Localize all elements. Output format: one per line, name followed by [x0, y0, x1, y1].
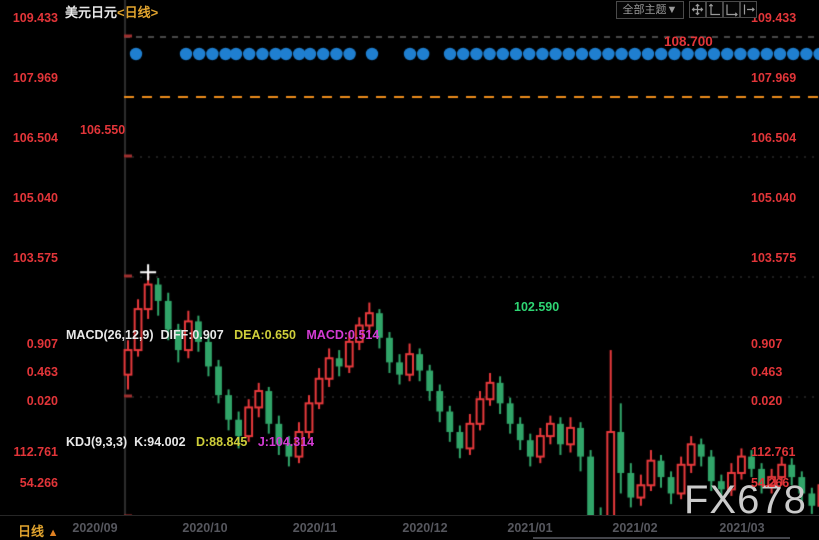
last-price-label: 108.700	[664, 34, 713, 49]
macd-y-label-right: 0.020	[751, 394, 783, 408]
macd-y-label-left: 0.020	[26, 394, 58, 408]
kdj-d-value: D:88.845	[195, 435, 248, 449]
pan-right-icon[interactable]	[740, 1, 757, 18]
kdj-k-value: K:94.002	[134, 435, 186, 449]
x-axis-date: 2020/11	[292, 521, 338, 535]
kdj-j-value: J:104.314	[257, 435, 315, 449]
x-axis-date: 2021/02	[612, 521, 658, 535]
main-y-label-left: 103.575	[12, 251, 58, 265]
x-axis-date: 2020/10	[182, 521, 228, 535]
macd-y-label-left: 0.463	[26, 365, 58, 379]
symbol-name: 美元日元	[65, 5, 118, 20]
macd-diff-value: DIFF:0.907	[160, 328, 224, 342]
main-y-label-left: 109.433	[12, 11, 58, 25]
x-axis-date: 2020/12	[402, 521, 448, 535]
main-y-label-left: 106.504	[12, 131, 58, 145]
kdj-y-label-right: 54.266	[751, 476, 790, 490]
macd-indicator-row: MACD(26,12,9) DIFF:0.907 DEA:0.650 MACD:…	[66, 328, 379, 342]
period-selector[interactable]: 日线 ▲	[18, 521, 59, 540]
main-y-label-right: 106.504	[751, 131, 797, 145]
main-y-label-right: 107.969	[751, 71, 797, 85]
move-tool-icon[interactable]	[689, 1, 706, 18]
kdj-y-label-left: 54.266	[19, 476, 58, 490]
period-selector-label: 日线	[18, 524, 45, 539]
marked-high-label: 106.550	[80, 123, 126, 137]
main-y-label-right: 105.040	[751, 191, 797, 205]
triangle-up-icon: ▲	[47, 527, 59, 539]
fx678-watermark: FX678	[684, 478, 807, 522]
marked-low-label: 102.590	[514, 300, 560, 314]
kdj-y-label-left: 112.761	[13, 445, 59, 459]
macd-y-label-right: 0.907	[751, 337, 783, 351]
kdj-name-label: KDJ(9,3,3)	[66, 435, 128, 449]
main-y-label-left: 105.040	[12, 191, 58, 205]
chart-title: 美元日元<日线>	[65, 2, 158, 21]
macd-y-label-right: 0.463	[751, 365, 783, 379]
main-y-label-left: 107.969	[12, 71, 58, 85]
x-axis-date: 2021/01	[507, 521, 553, 535]
scale-vertical-icon[interactable]	[706, 1, 723, 18]
macd-y-label-left: 0.907	[26, 337, 58, 351]
period-name: <日线>	[117, 5, 159, 20]
horizontal-scrollbar[interactable]	[533, 537, 790, 539]
kdj-indicator-row: KDJ(9,3,3) K:94.002 D:88.845 J:104.314	[66, 435, 314, 449]
x-axis-date: 2021/03	[719, 521, 765, 535]
x-axis-date: 2020/09	[72, 521, 118, 535]
main-y-label-right: 109.433	[751, 11, 797, 25]
main-y-label-right: 103.575	[751, 251, 797, 265]
theme-dropdown-button[interactable]: 全部主题▼	[616, 1, 684, 19]
kdj-y-label-right: 112.761	[751, 445, 796, 459]
macd-macd-value: MACD:0.514	[306, 328, 380, 342]
scale-horizontal-icon[interactable]	[723, 1, 740, 18]
macd-name-label: MACD(26,12,9)	[66, 328, 154, 342]
macd-dea-value: DEA:0.650	[234, 328, 296, 342]
time-axis-bar: 日线 ▲	[0, 515, 819, 540]
